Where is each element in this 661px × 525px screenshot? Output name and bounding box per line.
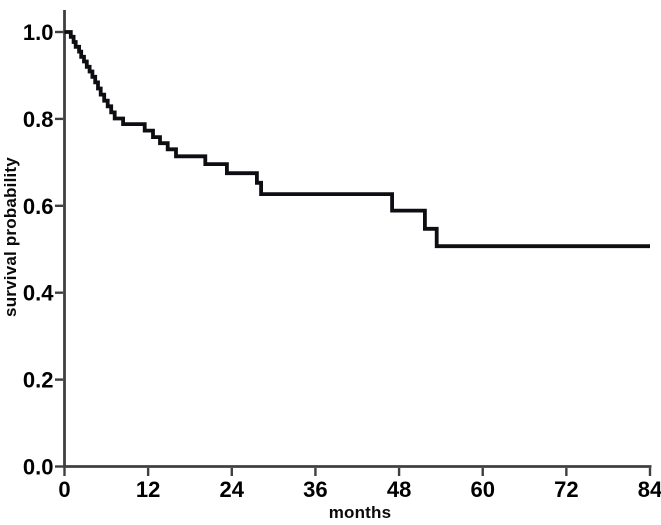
tick-labels-group: 0 12 24 36 48 60 72 84 0.0 0.2 0.4 0.6 0.8 1.0 <box>23 20 661 502</box>
x-tick-label: 48 <box>387 477 411 502</box>
tick-marks-group <box>55 30 652 476</box>
y-axis-title: survival probability <box>1 157 20 317</box>
x-tick-label: 84 <box>638 477 661 502</box>
y-tick-label: 0.8 <box>23 107 54 132</box>
x-tick-label: 72 <box>554 477 578 502</box>
y-tick-label: 1.0 <box>23 20 54 45</box>
kaplan-meier-curve <box>64 30 650 249</box>
x-tick-label: 12 <box>136 477 160 502</box>
x-tick-label: 60 <box>470 477 494 502</box>
x-tick-label: 24 <box>220 477 245 502</box>
x-tick-label: 0 <box>58 477 70 502</box>
axes-group <box>63 10 652 468</box>
y-tick-label: 0.2 <box>23 368 54 393</box>
y-tick-label: 0.6 <box>23 194 54 219</box>
x-axis-title: months <box>329 503 392 522</box>
y-tick-label: 0.0 <box>23 455 54 480</box>
y-tick-label: 0.4 <box>23 281 54 306</box>
x-tick-label: 36 <box>303 477 327 502</box>
